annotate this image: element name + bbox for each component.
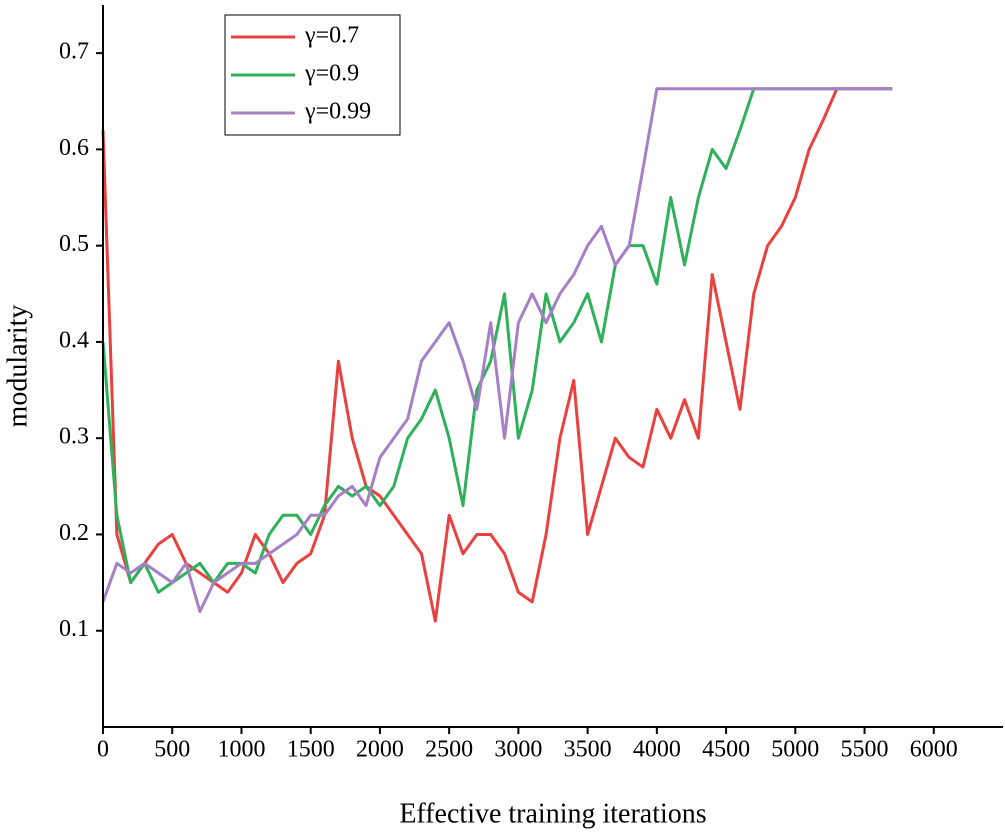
x-tick-label: 2500: [425, 737, 473, 763]
x-axis-label: Effective training iterations: [399, 798, 706, 829]
y-tick-label: 0.2: [59, 520, 89, 546]
legend-label: γ=0.9: [304, 61, 359, 87]
y-tick-label: 0.5: [59, 231, 89, 257]
x-tick-label: 1000: [217, 737, 265, 763]
x-tick-label: 4000: [633, 737, 681, 763]
x-tick-label: 3500: [564, 737, 612, 763]
legend-label: γ=0.99: [304, 99, 371, 125]
x-tick-label: 0: [97, 737, 109, 763]
x-tick-label: 5000: [771, 737, 819, 763]
y-tick-label: 0.6: [59, 135, 89, 161]
x-tick-label: 1500: [287, 737, 335, 763]
x-tick-label: 5500: [841, 737, 889, 763]
legend-label: γ=0.7: [304, 23, 359, 49]
x-tick-label: 6000: [910, 737, 958, 763]
series-line: [101, 87, 893, 594]
x-tick-label: 3000: [494, 737, 542, 763]
x-tick-label: 2000: [356, 737, 404, 763]
y-tick-label: 0.1: [59, 616, 89, 642]
y-tick-label: 0.7: [59, 39, 89, 65]
series-line: [101, 87, 893, 613]
x-tick-label: 500: [154, 737, 190, 763]
x-tick-label: 4500: [702, 737, 750, 763]
y-tick-label: 0.4: [59, 327, 89, 353]
y-axis-label: modularity: [2, 305, 33, 428]
y-tick-label: 0.3: [59, 424, 89, 450]
series-line: [101, 87, 893, 623]
